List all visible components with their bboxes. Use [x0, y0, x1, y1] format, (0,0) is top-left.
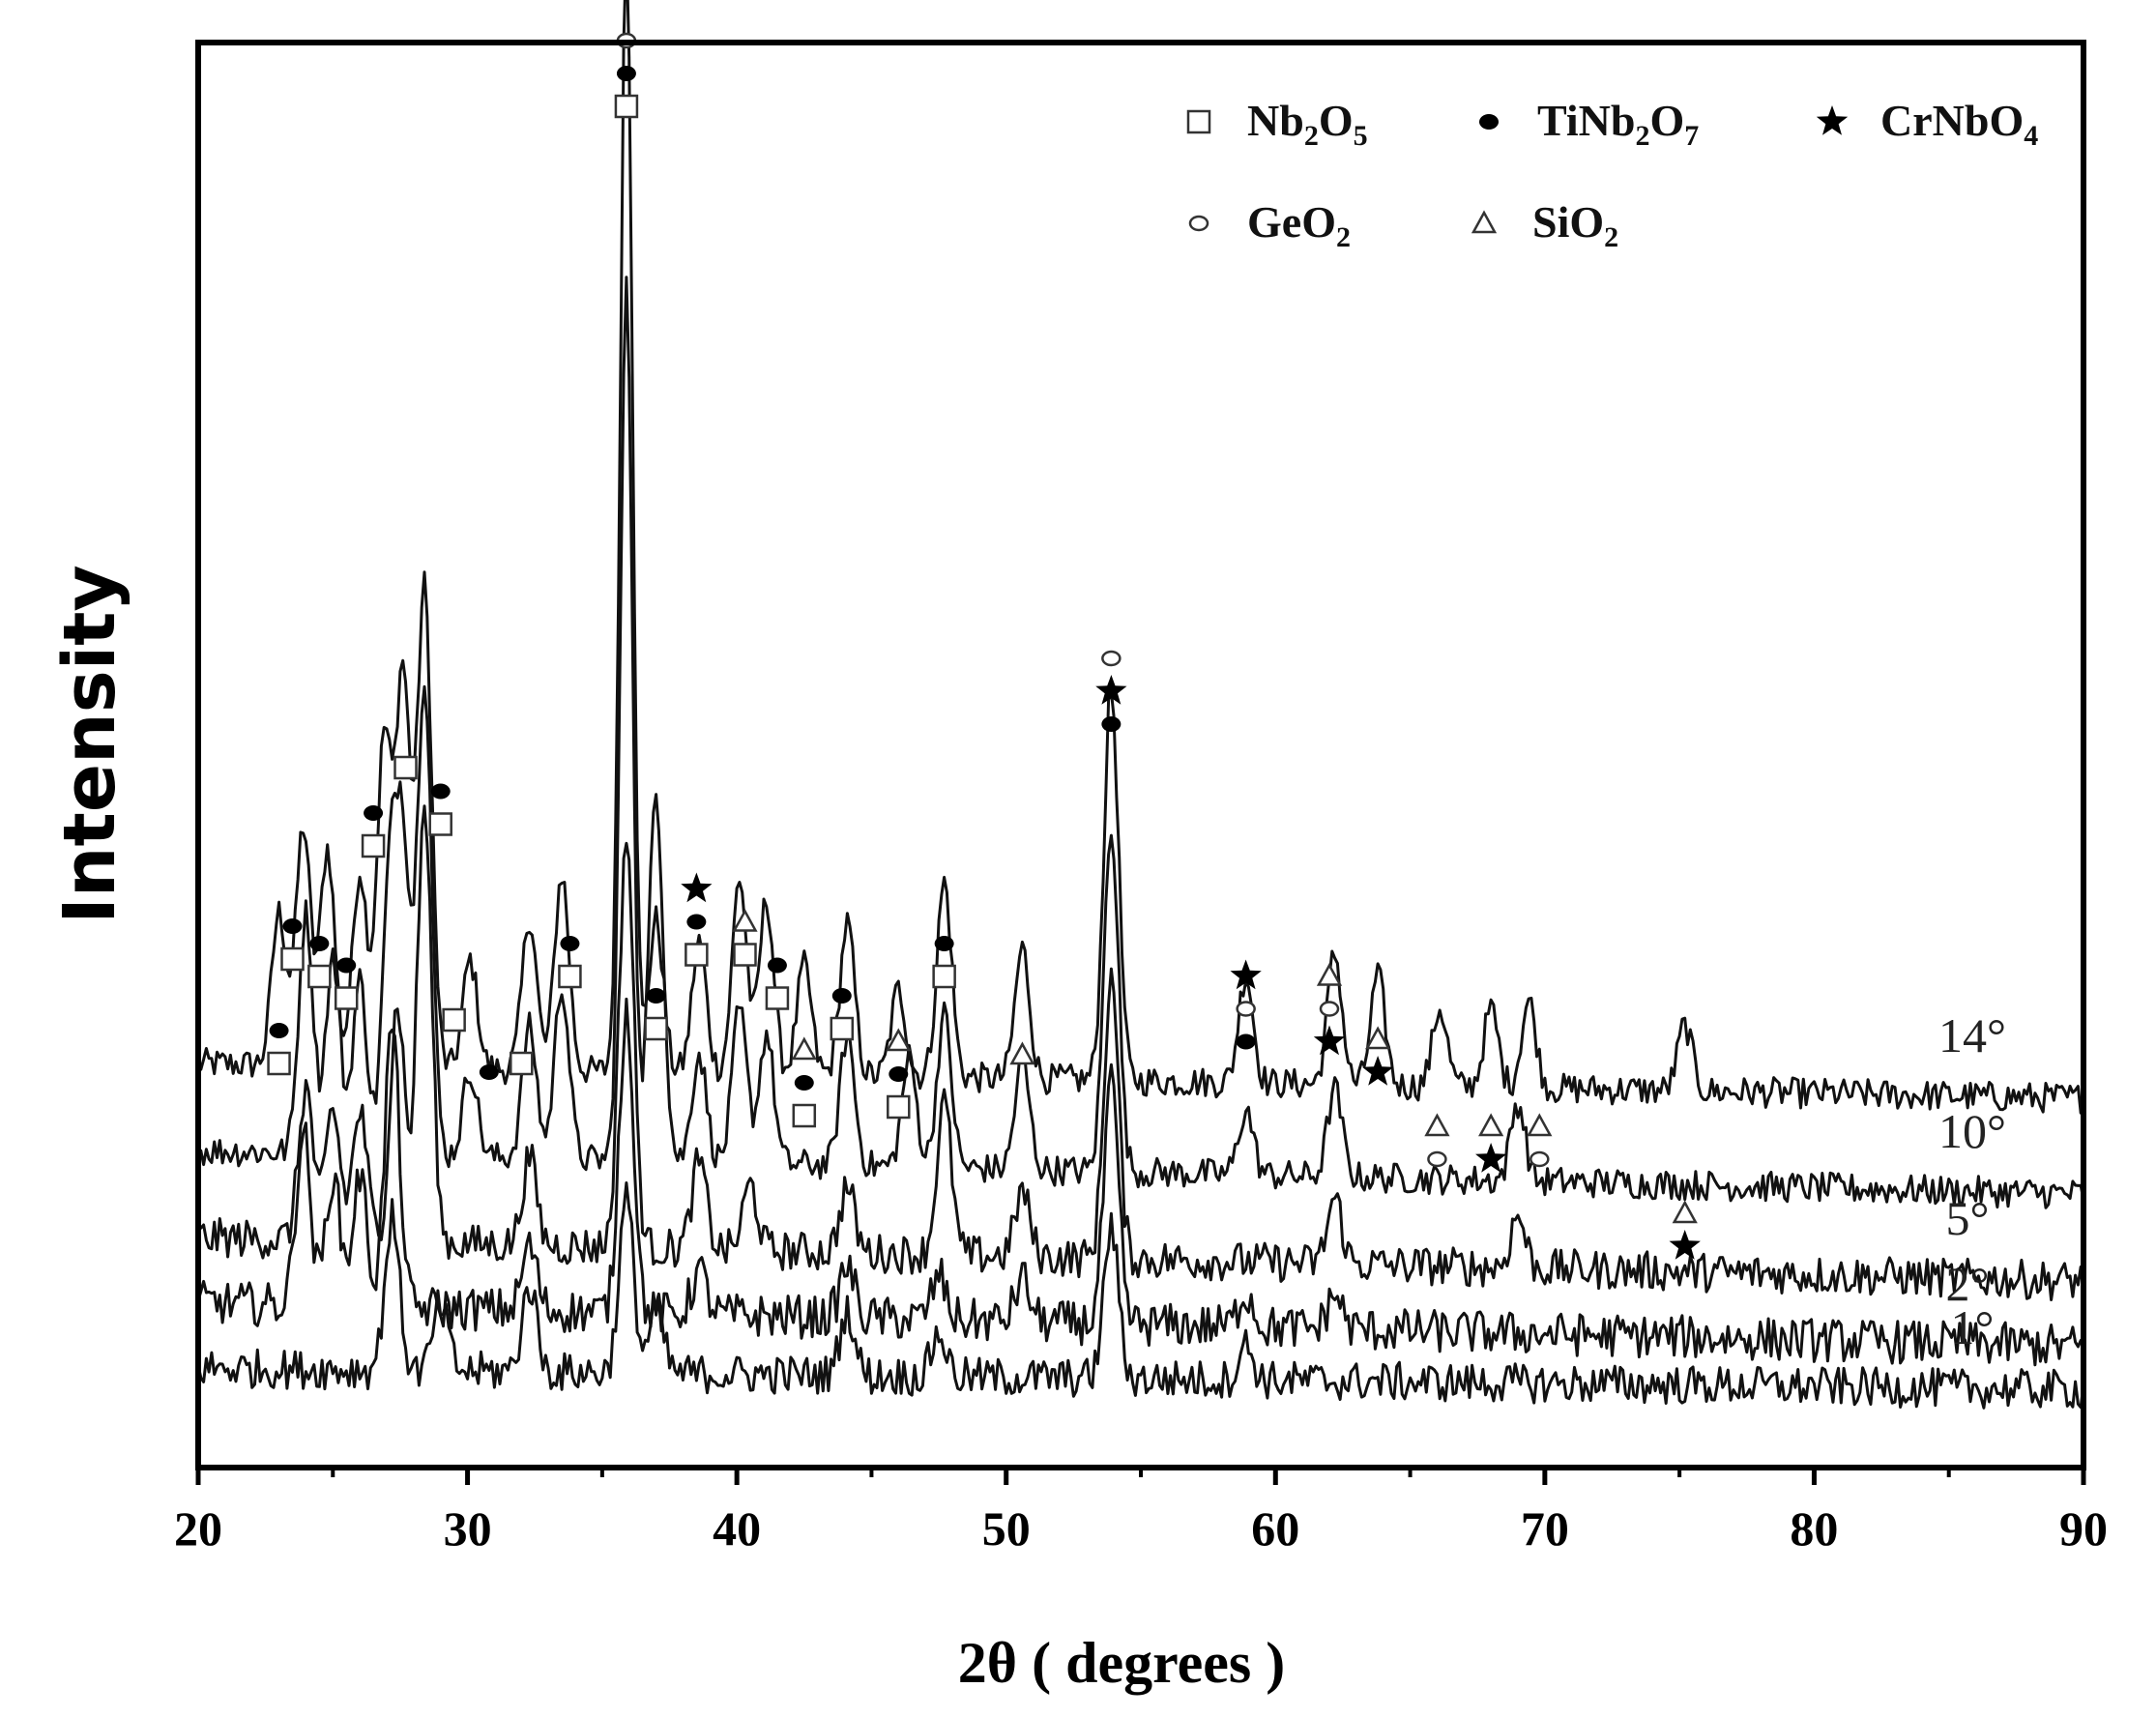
series-line-3 — [196, 997, 2084, 1367]
peak-marker-dot-icon — [479, 1064, 499, 1080]
peak-marker-triangle-icon — [1527, 1113, 1553, 1137]
x-tick-label: 20 — [174, 1501, 222, 1556]
peak-marker-square-icon — [280, 946, 305, 972]
legend-label-1: TiNb2O7 — [1537, 96, 1699, 152]
peak-marker-dot-icon — [831, 988, 852, 1004]
series-label-2: 5° — [1946, 1191, 1990, 1245]
x-tick-label: 90 — [2059, 1501, 2108, 1556]
legend: Nb2O5 TiNb2O7 CrNbO4 GeO2 SiO2 — [1186, 96, 2038, 253]
peak-marker-dot-icon — [794, 1075, 814, 1091]
legend-label-4: SiO2 — [1532, 197, 1618, 253]
peak-marker-triangle-icon — [1365, 1026, 1391, 1050]
x-tick-label: 50 — [982, 1501, 1031, 1556]
peak-marker-circle-icon — [1427, 1150, 1447, 1168]
peak-marker-square-icon — [558, 964, 582, 989]
legend-dot-icon — [1479, 114, 1499, 130]
peak-marker-square-icon — [361, 833, 386, 858]
series-line-1 — [197, 276, 2085, 1209]
peak-marker-square-icon — [830, 1016, 855, 1041]
peak-marker-square-icon — [510, 1051, 534, 1076]
peak-marker-dot-icon — [934, 936, 954, 951]
peak-marker-square-icon — [307, 964, 332, 989]
series-label-3: 2° — [1946, 1257, 1990, 1311]
peak-marker-square-icon — [442, 1007, 466, 1033]
y-axis-title: Intensity — [48, 565, 131, 923]
peak-marker-dot-icon — [560, 936, 580, 951]
peak-marker-star-icon — [1669, 1230, 1701, 1260]
x-tick-label: 80 — [1790, 1501, 1838, 1556]
peak-marker-dot-icon — [646, 988, 666, 1004]
legend-label-2: CrNbO4 — [1880, 96, 2038, 152]
peak-marker-square-icon — [644, 1016, 668, 1041]
peak-marker-circle-icon — [1236, 1001, 1256, 1017]
x-axis-title: 2θ ( degrees ) — [958, 1631, 1285, 1695]
legend-circle-icon — [1188, 215, 1209, 232]
peak-marker-square-icon — [932, 964, 956, 989]
legend-triangle-icon — [1471, 210, 1498, 234]
peak-marker-dot-icon — [430, 783, 451, 800]
peak-marker-square-icon — [614, 94, 639, 119]
peak-marker-square-icon — [733, 943, 757, 967]
peak-marker-triangle-icon — [886, 1028, 912, 1052]
peak-marker-square-icon — [428, 812, 452, 836]
peak-marker-star-icon — [1475, 1143, 1507, 1173]
legend-star-icon — [1816, 105, 1849, 135]
peak-marker-dot-icon — [269, 1023, 289, 1038]
peak-marker-dot-icon — [364, 805, 384, 821]
peak-marker-dot-icon — [1236, 1033, 1256, 1050]
series-line-4 — [196, 1181, 2085, 1410]
series-labels: 14° 10° 5° 2°1° — [1938, 1008, 2006, 1354]
peak-marker-dot-icon — [336, 957, 357, 974]
x-tick-label: 70 — [1521, 1501, 1569, 1556]
peak-marker-star-icon — [1230, 959, 1262, 990]
plot-frame — [195, 40, 2086, 1470]
peak-marker-dot-icon — [616, 66, 636, 81]
peak-marker-square-icon — [334, 986, 359, 1010]
x-tick-label: 30 — [444, 1501, 492, 1556]
peak-marker-dot-icon — [1101, 716, 1122, 732]
series-label-1: 10° — [1938, 1104, 2006, 1158]
peak-marker-triangle-icon — [1672, 1200, 1698, 1224]
peak-marker-dot-icon — [309, 936, 330, 951]
peak-marker-triangle-icon — [732, 908, 758, 932]
peak-marker-star-icon — [1362, 1056, 1394, 1086]
peak-marker-dot-icon — [767, 957, 787, 974]
x-tick-label: 40 — [713, 1501, 761, 1556]
peak-marker-square-icon — [393, 755, 418, 780]
peak-marker-triangle-icon — [1316, 962, 1343, 986]
peak-marker-triangle-icon — [1009, 1041, 1035, 1065]
peak-marker-circle-icon — [1319, 1001, 1340, 1017]
peak-marker-star-icon — [1313, 1025, 1346, 1056]
x-axis: 20 30 40 50 60 70 80 90 — [174, 1468, 2108, 1556]
peak-marker-circle-icon — [1530, 1150, 1550, 1168]
series-traces — [196, 0, 2085, 1410]
legend-square-icon — [1186, 109, 1211, 134]
peak-marker-triangle-icon — [791, 1036, 817, 1061]
peak-marker-dot-icon — [686, 914, 707, 930]
peak-marker-square-icon — [792, 1103, 817, 1128]
series-label-4: 1° — [1951, 1300, 1995, 1354]
x-tick-label: 60 — [1251, 1501, 1299, 1556]
legend-label-0: Nb2O5 — [1247, 96, 1368, 152]
peak-marker-triangle-icon — [1424, 1113, 1450, 1137]
peak-marker-dot-icon — [889, 1066, 909, 1082]
peak-marker-dot-icon — [282, 918, 303, 934]
peak-markers — [267, 32, 1701, 1260]
peak-marker-star-icon — [1095, 675, 1127, 705]
peak-marker-square-icon — [765, 986, 790, 1010]
peak-marker-square-icon — [267, 1051, 291, 1076]
series-label-0: 14° — [1938, 1008, 2006, 1062]
series-line-2 — [197, 804, 2085, 1301]
peak-marker-square-icon — [887, 1094, 911, 1120]
peak-marker-triangle-icon — [1478, 1113, 1504, 1137]
peak-marker-circle-icon — [1101, 650, 1122, 667]
series-line-0 — [196, 0, 2084, 1116]
peak-marker-star-icon — [681, 872, 713, 903]
legend-label-3: GeO2 — [1247, 197, 1351, 253]
peak-marker-square-icon — [685, 943, 709, 967]
